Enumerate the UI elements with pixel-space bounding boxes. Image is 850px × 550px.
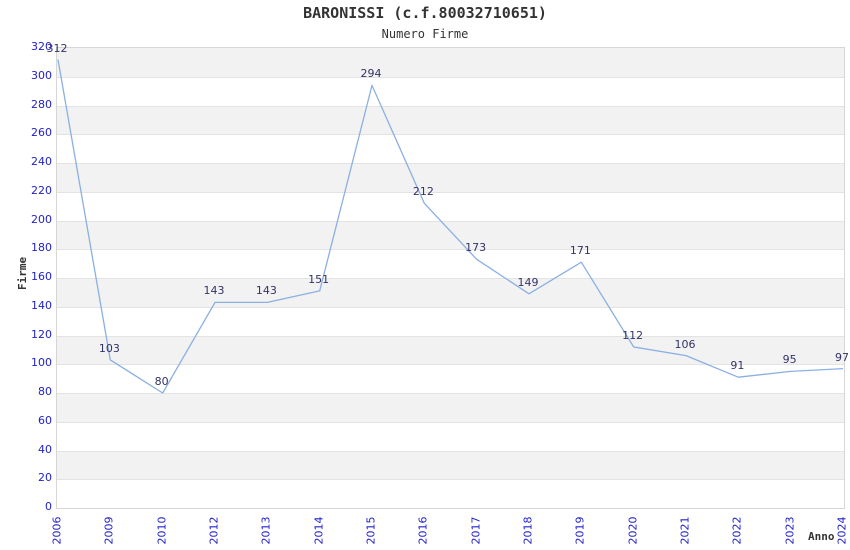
x-tick-label: 2023 xyxy=(783,516,797,545)
plot-band xyxy=(57,278,844,307)
gridline xyxy=(57,192,844,193)
chart-title: BARONISSI (c.f.80032710651) xyxy=(303,4,547,22)
y-tick-label: 20 xyxy=(38,471,52,485)
y-axis-title: Firme xyxy=(16,256,29,290)
y-tick-label: 140 xyxy=(31,298,52,312)
data-label: 294 xyxy=(360,67,382,81)
y-tick-label: 320 xyxy=(31,40,52,53)
x-tick-label: 2018 xyxy=(521,516,535,545)
y-tick-label: 80 xyxy=(38,385,52,398)
x-tick-label: 2024 xyxy=(835,516,849,545)
data-label: 95 xyxy=(782,353,797,367)
plot-band xyxy=(57,306,844,336)
data-label: 151 xyxy=(308,272,330,286)
x-tick-label: 2019 xyxy=(573,516,587,545)
plot-band xyxy=(57,450,844,480)
y-tick-label: 240 xyxy=(31,155,52,168)
y-tick-label: 180 xyxy=(31,241,52,255)
y-tick-label: 300 xyxy=(31,68,52,82)
plot-band xyxy=(57,163,844,192)
x-tick-label: 2014 xyxy=(312,516,326,545)
y-tick-label: 120 xyxy=(31,327,52,341)
x-tick-label: 2006 xyxy=(50,516,64,545)
line-series xyxy=(57,59,844,394)
x-tick-label: 2021 xyxy=(678,516,692,545)
y-tick-label: 280 xyxy=(31,97,52,111)
gridline xyxy=(57,393,844,394)
x-tick-label: 2009 xyxy=(102,516,116,545)
plot-band xyxy=(57,421,844,451)
x-axis-title: Anno xyxy=(808,530,835,543)
y-tick-label: 40 xyxy=(38,442,52,456)
data-label: 91 xyxy=(730,359,745,373)
gridline xyxy=(57,422,844,423)
y-tick-label: 60 xyxy=(38,413,52,427)
y-tick-label: 160 xyxy=(31,270,52,283)
x-tick-label: 2022 xyxy=(730,516,744,545)
plot-band xyxy=(57,48,844,77)
plot-area xyxy=(56,47,845,509)
gridline xyxy=(57,77,844,78)
gridline xyxy=(57,134,844,135)
plot-band xyxy=(57,364,844,393)
plot-band xyxy=(57,393,844,422)
plot-band xyxy=(57,191,844,221)
x-tick-label: 2020 xyxy=(626,516,640,545)
plot-band xyxy=(57,220,844,250)
gridline xyxy=(57,163,844,164)
series-polyline xyxy=(57,59,844,394)
x-tick-label: 2015 xyxy=(364,516,378,545)
gridline xyxy=(57,451,844,452)
gridline xyxy=(57,249,844,250)
plot-band xyxy=(57,249,844,278)
x-tick-label: 2012 xyxy=(207,516,221,545)
y-tick-label: 0 xyxy=(45,500,52,513)
data-label: 97 xyxy=(835,350,849,364)
data-label: 143 xyxy=(203,284,225,298)
x-tick-label: 2017 xyxy=(469,516,483,545)
gridline xyxy=(57,307,844,308)
data-label: 312 xyxy=(46,41,68,55)
data-label: 80 xyxy=(154,375,169,388)
chart-subtitle: Numero Firme xyxy=(381,27,469,41)
x-tick-label: 2010 xyxy=(155,516,169,545)
gridline xyxy=(57,106,844,107)
y-tick-label: 220 xyxy=(31,183,52,197)
data-label: 171 xyxy=(569,244,591,258)
data-label: 212 xyxy=(412,185,434,199)
data-label: 149 xyxy=(517,275,539,289)
plot-band xyxy=(57,76,844,106)
x-tick-label: 2016 xyxy=(416,516,430,545)
plot-band xyxy=(57,134,844,163)
gridline xyxy=(57,364,844,365)
data-label: 103 xyxy=(98,341,120,355)
gridline xyxy=(57,479,844,480)
y-tick-label: 100 xyxy=(31,356,52,370)
gridline xyxy=(57,336,844,337)
plot-band xyxy=(57,479,844,508)
y-tick-label: 260 xyxy=(31,126,52,140)
data-label: 112 xyxy=(622,329,644,342)
x-tick-label: 2013 xyxy=(259,516,273,545)
plot-band xyxy=(57,105,844,135)
data-label: 106 xyxy=(674,337,696,351)
gridline xyxy=(57,278,844,279)
gridline xyxy=(57,221,844,222)
data-label: 143 xyxy=(255,284,277,298)
data-label: 173 xyxy=(465,241,487,255)
y-tick-label: 200 xyxy=(31,212,52,226)
